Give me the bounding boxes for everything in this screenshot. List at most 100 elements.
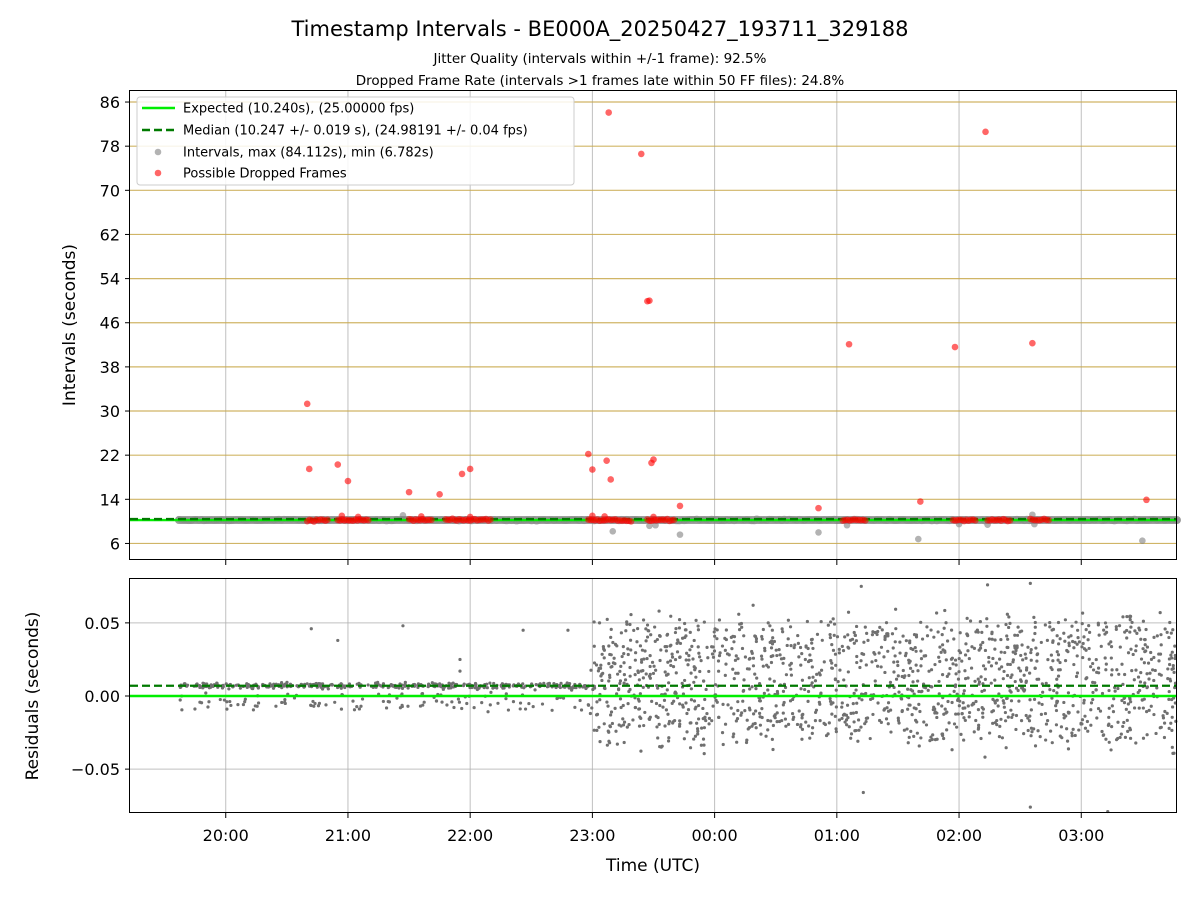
dropped-frame-point <box>607 476 615 483</box>
residual-point <box>945 674 949 678</box>
residual-point <box>981 715 985 719</box>
residual-point <box>998 724 1002 728</box>
residual-point <box>1114 625 1118 629</box>
residual-point <box>1104 737 1108 741</box>
residual-point <box>832 622 837 626</box>
residual-point <box>649 633 653 637</box>
residual-point <box>955 725 959 729</box>
residual-point <box>1002 669 1006 674</box>
residual-point <box>1037 677 1041 681</box>
residual-point <box>693 707 697 711</box>
residual-point <box>799 663 803 667</box>
residual-point <box>981 682 985 686</box>
residual-point <box>613 642 618 646</box>
residual-point <box>1046 657 1050 662</box>
residual-point <box>619 664 623 668</box>
residual-point <box>931 708 935 712</box>
residual-point <box>592 620 596 624</box>
residual-point <box>625 622 629 626</box>
residual-point <box>1087 624 1091 628</box>
residual-point <box>751 603 755 607</box>
residual-point <box>439 684 443 688</box>
residual-point <box>747 706 752 710</box>
residual-point <box>979 675 983 679</box>
residual-point <box>597 725 601 729</box>
residual-point <box>1016 688 1020 693</box>
residual-point <box>591 687 595 692</box>
residual-point <box>705 645 709 649</box>
residual-point <box>395 696 399 700</box>
residual-point <box>919 664 923 668</box>
residual-point <box>690 644 694 648</box>
residual-point <box>789 661 793 665</box>
residual-point <box>987 637 992 641</box>
residual-outlier-point <box>309 627 313 631</box>
residual-point <box>961 692 966 696</box>
residual-point <box>956 677 961 681</box>
residual-point <box>860 698 864 702</box>
legend-expected-label: Expected (10.240s), (25.00000 fps) <box>183 102 414 117</box>
residual-point <box>687 654 691 658</box>
residual-point <box>1131 652 1135 657</box>
residual-point <box>900 709 904 714</box>
residual-point <box>983 677 987 681</box>
residual-point <box>843 635 847 639</box>
residual-point <box>908 659 912 663</box>
residual-point <box>1089 701 1094 705</box>
residual-point <box>693 734 698 738</box>
residual-point <box>686 708 691 712</box>
residual-point <box>1013 652 1018 656</box>
residual-point <box>1159 633 1163 637</box>
residual-point <box>1008 621 1012 625</box>
residual-point <box>1172 751 1176 755</box>
residual-point <box>1141 736 1146 740</box>
residual-point <box>620 654 624 659</box>
residual-point <box>538 682 542 686</box>
residual-point <box>924 723 929 727</box>
residual-outlier-point <box>336 638 340 643</box>
residual-point <box>1014 713 1019 718</box>
residual-point <box>366 683 370 687</box>
residual-point <box>865 631 869 635</box>
residual-point <box>1079 722 1083 726</box>
residual-point <box>622 652 626 656</box>
residual-point <box>780 718 784 723</box>
residual-point <box>1071 704 1075 708</box>
residual-point <box>818 719 822 723</box>
residual-point <box>760 634 764 639</box>
x-tick-label: 02:00 <box>936 826 982 845</box>
residual-point <box>770 642 775 646</box>
residual-point <box>842 678 846 682</box>
residual-point <box>1083 714 1087 718</box>
intervals-frame <box>129 90 1177 560</box>
residual-point <box>959 732 963 736</box>
residual-point <box>552 681 556 686</box>
residual-point <box>750 724 754 728</box>
residual-point <box>250 686 254 691</box>
residual-point <box>849 711 853 715</box>
residual-point <box>1000 665 1004 669</box>
residual-point <box>957 670 961 674</box>
residual-point <box>631 718 635 722</box>
residual-point <box>823 722 828 727</box>
residual-point <box>1123 735 1128 739</box>
residual-point <box>699 743 703 747</box>
residual-point <box>710 645 714 649</box>
residual-point <box>808 653 812 657</box>
residual-point <box>912 706 916 710</box>
residual-point <box>798 645 803 650</box>
residual-point <box>1018 669 1023 673</box>
residual-point <box>1087 657 1091 661</box>
residual-point <box>733 658 738 662</box>
residual-point <box>925 634 930 638</box>
residual-point <box>950 656 954 660</box>
residual-point <box>806 699 810 704</box>
residual-point <box>830 643 834 647</box>
dropped-frame-point <box>605 109 612 116</box>
residual-point <box>862 640 866 644</box>
residual-point <box>623 678 628 682</box>
residual-point <box>225 700 229 704</box>
residual-point <box>864 719 868 724</box>
residual-point <box>229 703 233 708</box>
residual-point <box>1139 637 1143 641</box>
